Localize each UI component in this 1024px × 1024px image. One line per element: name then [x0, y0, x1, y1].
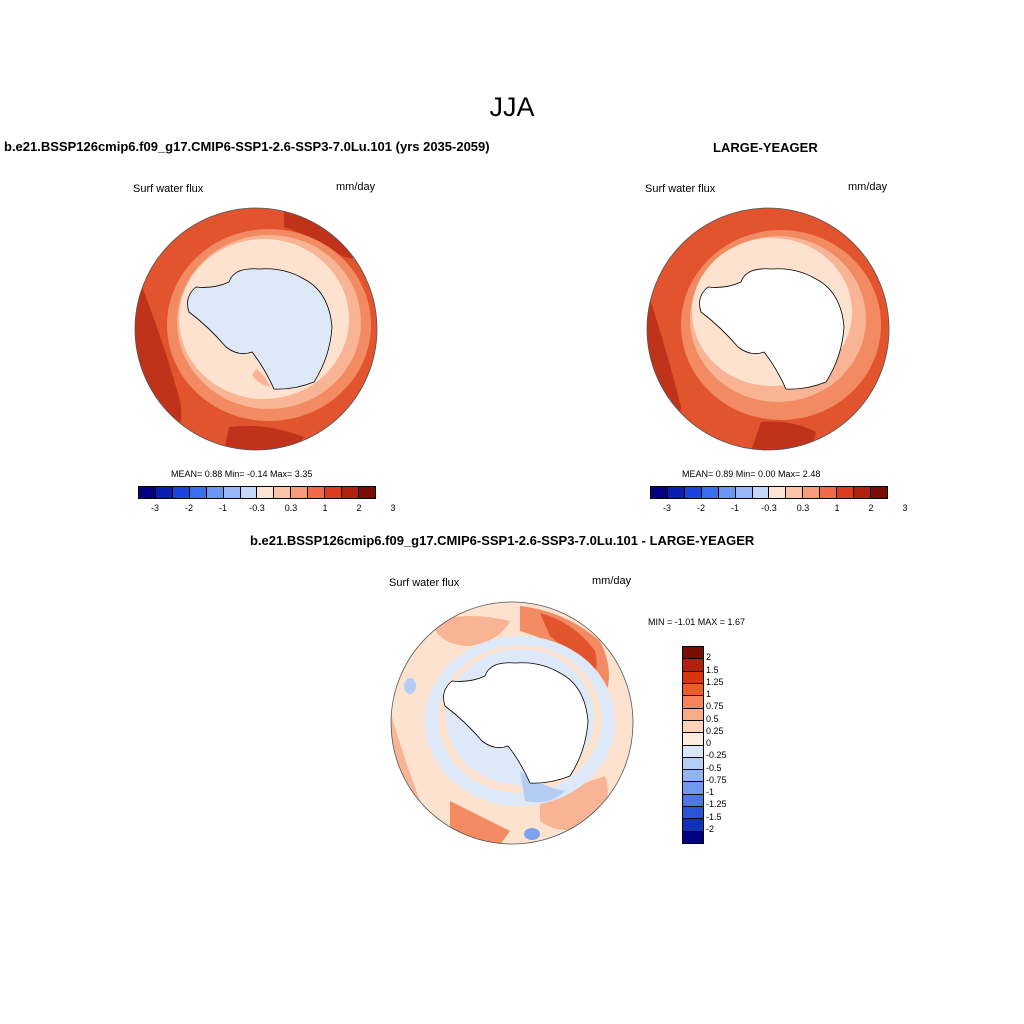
colorbar-swatch: [240, 487, 258, 498]
colorbar-tick-label: -1.5: [706, 811, 722, 822]
panel-2-map: [646, 207, 890, 451]
colorbar-2-labels: -3 -2 -1 -0.3 0.3 1 2 3: [650, 503, 908, 515]
colorbar-swatch: [683, 708, 703, 721]
colorbar-swatch: [683, 757, 703, 771]
panel-2-title: LARGE-YEAGER: [713, 140, 818, 155]
colorbar-swatch: [651, 487, 668, 498]
colorbar-3-labels: 2 1.5 1.25 1 0.75 0.5 0.25 0 -0.25 -0.5 -0.75 -1 -1.…: [706, 646, 746, 842]
colorbar-swatch: [683, 647, 703, 660]
colorbar-tick-label: -3: [662, 503, 671, 513]
colorbar-swatch: [683, 831, 703, 843]
panel-2-stats: MEAN= 0.89 Min= 0.00 Max= 2.48: [682, 469, 821, 479]
colorbar-swatch: [139, 487, 156, 498]
colorbar-swatch: [683, 659, 703, 672]
panel-1-map: [134, 207, 378, 451]
colorbar-swatch: [683, 671, 703, 684]
colorbar-tick-label: 0: [706, 738, 712, 748]
colorbar-3: [682, 646, 704, 844]
colorbar-swatch: [752, 487, 770, 498]
colorbar-tick-label: 2: [868, 503, 874, 513]
colorbar-tick-label: -0.3: [249, 503, 265, 513]
colorbar-tick-label: 2: [356, 503, 362, 513]
panel-2-variable-label: Surf water flux: [645, 183, 716, 195]
colorbar-swatch: [172, 487, 190, 498]
panel-3-variable-label: Surf water flux: [389, 577, 460, 589]
colorbar-swatch: [735, 487, 753, 498]
colorbar-swatch: [358, 487, 375, 498]
colorbar-tick-label: 1: [322, 503, 328, 513]
colorbar-swatch: [308, 487, 326, 498]
colorbar-tick-label: -1: [706, 787, 715, 797]
colorbar-tick-label: -0.3: [761, 503, 777, 513]
colorbar-tick-label: 0.3: [284, 503, 298, 513]
colorbar-tick-label: 0.5: [706, 713, 719, 724]
colorbar-swatch: [769, 487, 787, 498]
panel-1-title: b.e21.BSSP126cmip6.f09_g17.CMIP6-SSP1-2.…: [4, 139, 490, 154]
figure-title: JJA: [489, 92, 535, 122]
colorbar-swatch: [684, 487, 702, 498]
panel-3-stats: MIN = -1.01 MAX = 1.67: [648, 617, 746, 627]
panel-1-stats: MEAN= 0.88 Min= -0.14 Max= 3.35: [171, 469, 313, 479]
colorbar-swatch: [155, 487, 173, 498]
colorbar-swatch: [786, 487, 804, 498]
colorbar-swatch: [342, 487, 359, 498]
colorbar-swatch: [683, 745, 703, 758]
colorbar-swatch: [206, 487, 224, 498]
colorbar-swatch: [820, 487, 838, 498]
colorbar-swatch: [683, 794, 703, 808]
colorbar-swatch: [683, 720, 703, 734]
colorbar-swatch: [683, 733, 703, 746]
colorbar-swatch: [854, 487, 871, 498]
colorbar-swatch: [683, 807, 703, 820]
colorbar-tick-label: 1.5: [706, 664, 719, 675]
colorbar-swatch: [837, 487, 855, 498]
panel-3-units-label: mm/day: [592, 575, 632, 587]
colorbar-tick-label: 0.25: [706, 725, 724, 736]
panel-1-units-label: mm/day: [336, 181, 376, 193]
colorbar-swatch: [223, 487, 241, 498]
colorbar-swatch: [683, 782, 703, 795]
panel-3-map: [390, 601, 634, 845]
colorbar-1: [138, 486, 376, 499]
colorbar-tick-label: -0.5: [706, 762, 722, 773]
colorbar-swatch: [683, 683, 703, 697]
colorbar-swatch: [667, 487, 685, 498]
colorbar-2: [650, 486, 888, 499]
colorbar-swatch: [683, 819, 703, 832]
colorbar-tick-label: -2: [696, 503, 705, 513]
colorbar-tick-label: 0.75: [706, 701, 724, 712]
panel-2-units-label: mm/day: [848, 181, 888, 193]
colorbar-tick-label: -1: [218, 503, 227, 513]
colorbar-tick-label: -1.25: [706, 799, 727, 810]
colorbar-1-labels: -3 -2 -1 -0.3 0.3 1 2 3: [138, 503, 396, 515]
colorbar-swatch: [683, 696, 703, 709]
panel-1-variable-label: Surf water flux: [133, 183, 204, 195]
colorbar-tick-label: 1.25: [706, 676, 724, 687]
colorbar-swatch: [701, 487, 719, 498]
colorbar-tick-label: -0.25: [706, 750, 727, 761]
colorbar-tick-label: -1: [730, 503, 739, 513]
colorbar-tick-label: 1: [834, 503, 840, 513]
colorbar-tick-label: 3: [390, 503, 396, 513]
colorbar-swatch: [718, 487, 736, 498]
colorbar-swatch: [325, 487, 343, 498]
colorbar-swatch: [274, 487, 292, 498]
colorbar-swatch: [257, 487, 275, 498]
colorbar-swatch: [291, 487, 309, 498]
colorbar-swatch: [803, 487, 821, 498]
colorbar-tick-label: -2: [184, 503, 193, 513]
colorbar-tick-label: -0.75: [706, 774, 727, 785]
colorbar-tick-label: 1: [706, 689, 712, 699]
colorbar-tick-label: 2: [706, 652, 712, 663]
colorbar-tick-label: 3: [902, 503, 908, 513]
colorbar-swatch: [870, 487, 887, 498]
colorbar-tick-label: -3: [150, 503, 159, 513]
colorbar-swatch: [189, 487, 207, 498]
panel-3-title: b.e21.BSSP126cmip6.f09_g17.CMIP6-SSP1-2.…: [250, 533, 755, 548]
colorbar-swatch: [683, 770, 703, 783]
colorbar-tick-label: 0.3: [796, 503, 810, 513]
colorbar-tick-label: -2: [706, 823, 715, 834]
